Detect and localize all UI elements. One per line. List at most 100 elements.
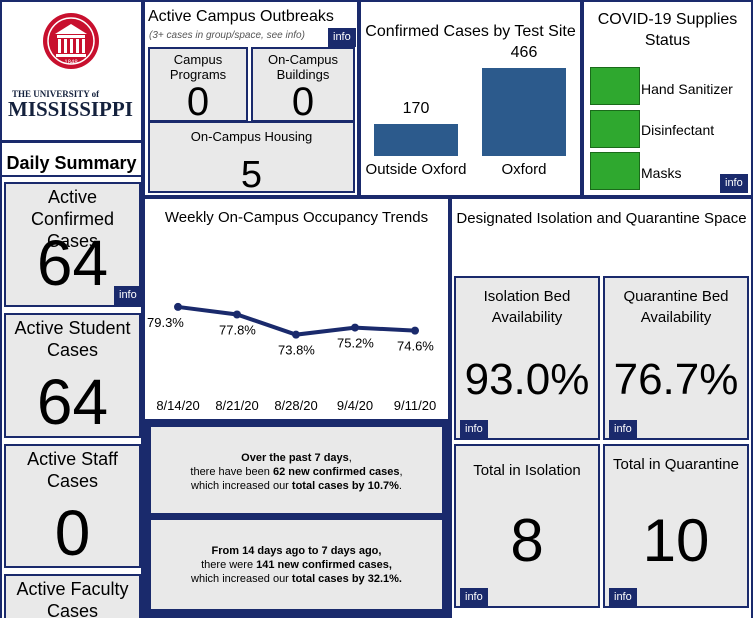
occupancy-point bbox=[174, 302, 182, 311]
info-button[interactable]: info bbox=[460, 420, 488, 438]
card-value: 0 bbox=[186, 80, 210, 122]
occupancy-point bbox=[351, 323, 359, 332]
summary-total-increase: total cases by 10.7% bbox=[291, 480, 399, 492]
bar-0 bbox=[374, 123, 458, 156]
summary-total-increase: total cases by 32.1%. bbox=[291, 573, 402, 585]
logo-panel: 1848 THE UNIVERSITY of MISSISSIPPI bbox=[2, 2, 141, 140]
occupancy-x-tick: 8/28/20 bbox=[274, 398, 317, 413]
card-label: Active Staff Cases bbox=[27, 449, 118, 491]
total-isolation-card: Total in Isolation 8 info bbox=[454, 444, 600, 608]
masks-status bbox=[590, 152, 640, 190]
card-value: 93.0% bbox=[464, 355, 590, 404]
isolation-title: Designated Isolation and Quarantine Spac… bbox=[456, 210, 747, 227]
card-label: Active Student Cases bbox=[14, 318, 131, 360]
occupancy-title: Weekly On-Campus Occupancy Trends bbox=[164, 209, 429, 226]
supplies-panel: COVID-19 Supplies Status Hand Sanitizer … bbox=[584, 2, 751, 195]
bar-1 bbox=[482, 68, 566, 156]
occupancy-line-chart: 79.3% 8/14/20 77.8% 8/21/20 73.8% 8/28/20 75.2… bbox=[147, 302, 436, 413]
occupancy-point bbox=[233, 310, 241, 319]
summary-text-part: From 14 days ago to 7 days ago, bbox=[211, 545, 382, 557]
card-value: 64 bbox=[36, 227, 109, 299]
bar-value-label: 170 bbox=[402, 99, 430, 117]
test-site-panel: Confirmed Cases by Test Site 170 Outside … bbox=[361, 2, 580, 195]
daily-summary-title: Daily Summary bbox=[6, 153, 137, 173]
logo-name: MISSISSIPPI bbox=[8, 97, 133, 121]
summary-comma: , bbox=[399, 466, 403, 478]
card-label: Active Faculty Cases bbox=[16, 579, 129, 618]
summary-text-part: there were bbox=[201, 559, 257, 571]
summary-14-day-text: From 14 days ago to 7 days ago, there we… bbox=[151, 544, 442, 586]
total-quarantine-card: Total in Quarantine 10 info bbox=[603, 444, 749, 608]
active-faculty-card: Active Faculty Cases bbox=[4, 574, 141, 618]
summary-new-cases: 141 new confirmed cases, bbox=[256, 559, 392, 571]
occupancy-series-line bbox=[177, 304, 416, 337]
isolation-bed-card: Isolation Bed Availability 93.0% info bbox=[454, 276, 600, 440]
outbreaks-subtitle: (3+ cases in group/space, see info) bbox=[149, 30, 305, 41]
card-value: 5 bbox=[240, 154, 263, 193]
bar-category-label: Oxford bbox=[501, 161, 547, 178]
info-button[interactable]: info bbox=[609, 420, 637, 438]
occupancy-value-label: 79.3% bbox=[147, 315, 184, 330]
card-label: Total in Isolation bbox=[473, 462, 581, 479]
card-label: Isolation Bed Availability bbox=[483, 288, 571, 326]
bar-value-label: 466 bbox=[510, 44, 538, 61]
bar-category-label: Outside Oxford bbox=[365, 161, 467, 178]
card-label: Active Confirmed Cases bbox=[30, 187, 115, 251]
info-button[interactable]: info bbox=[720, 174, 748, 193]
quarantine-bed-card: Quarantine Bed Availability 76.7% info bbox=[603, 276, 749, 440]
summary-period-end: . bbox=[398, 480, 402, 492]
occupancy-x-tick: 8/21/20 bbox=[215, 398, 258, 413]
card-label: Total in Quarantine bbox=[613, 456, 739, 473]
summary-new-cases: 62 new confirmed cases bbox=[272, 466, 400, 478]
summary-text-part: there have been bbox=[190, 466, 273, 478]
disinfectant-label: Disinfectant bbox=[641, 122, 715, 138]
outbreaks-title: Active Campus Outbreaks bbox=[148, 8, 334, 25]
masks-label: Masks bbox=[641, 165, 682, 181]
bar-chart-area: 170 Outside Oxford 466 Oxford bbox=[361, 2, 580, 195]
occupancy-value-label: 75.2% bbox=[337, 336, 374, 351]
card-value: 10 bbox=[642, 507, 710, 574]
isolation-panel: Designated Isolation and Quarantine Spac… bbox=[452, 199, 751, 618]
card-value: 8 bbox=[510, 507, 544, 574]
info-button[interactable]: info bbox=[114, 286, 139, 305]
hand-sanitizer-status bbox=[590, 67, 640, 105]
occupancy-value-label: 77.8% bbox=[219, 322, 256, 337]
card-label: Quarantine Bed Availability bbox=[623, 288, 729, 326]
summary-7-day-text: Over the past 7 days, there have been 62… bbox=[151, 451, 442, 493]
card-value: 76.7% bbox=[613, 355, 739, 404]
occupancy-value-label: 74.6% bbox=[397, 339, 434, 354]
supplies-title: COVID-19 Supplies Status bbox=[597, 11, 738, 49]
summary-7-day-card: Over the past 7 days, there have been 62… bbox=[149, 425, 444, 515]
university-seal-icon: 1848 bbox=[43, 13, 99, 69]
active-student-card: Active Student Cases 64 bbox=[4, 313, 141, 438]
card-label: On-Campus Buildings bbox=[267, 52, 339, 82]
summary-text-part: which increased our bbox=[191, 480, 292, 492]
card-value: 0 bbox=[54, 497, 91, 568]
campus-programs-card: Campus Programs 0 bbox=[148, 47, 248, 122]
svg-text:1848: 1848 bbox=[64, 60, 78, 66]
info-button[interactable]: info bbox=[460, 588, 488, 606]
hand-sanitizer-label: Hand Sanitizer bbox=[641, 81, 733, 97]
card-value: 0 bbox=[291, 80, 315, 122]
occupancy-x-tick: 8/14/20 bbox=[156, 398, 199, 413]
card-label: On-Campus Housing bbox=[190, 129, 313, 144]
disinfectant-status bbox=[590, 110, 640, 148]
occupancy-value-label: 73.8% bbox=[278, 343, 315, 358]
card-value: 64 bbox=[36, 366, 109, 438]
active-confirmed-card: Active Confirmed Cases 64 info bbox=[4, 182, 141, 307]
info-button[interactable]: info bbox=[328, 28, 356, 47]
active-staff-card: Active Staff Cases 0 bbox=[4, 444, 141, 568]
occupancy-x-tick: 9/4/20 bbox=[337, 398, 373, 413]
test-site-title: Confirmed Cases by Test Site bbox=[365, 23, 576, 40]
occupancy-point bbox=[411, 326, 419, 335]
campus-buildings-card: On-Campus Buildings 0 bbox=[251, 47, 355, 122]
info-button[interactable]: info bbox=[609, 588, 637, 606]
summary-text-part: which increased our bbox=[191, 573, 292, 585]
summary-period: Over the past 7 days bbox=[241, 452, 349, 464]
campus-housing-card: On-Campus Housing 5 bbox=[148, 121, 355, 193]
daily-summary-header: Daily Summary bbox=[2, 143, 141, 175]
occupancy-x-tick: 9/11/20 bbox=[394, 398, 436, 413]
summary-14-day-card: From 14 days ago to 7 days ago, there we… bbox=[149, 518, 444, 611]
card-label: Campus Programs bbox=[169, 52, 227, 82]
logo-prefix: THE UNIVERSITY of bbox=[12, 89, 100, 99]
